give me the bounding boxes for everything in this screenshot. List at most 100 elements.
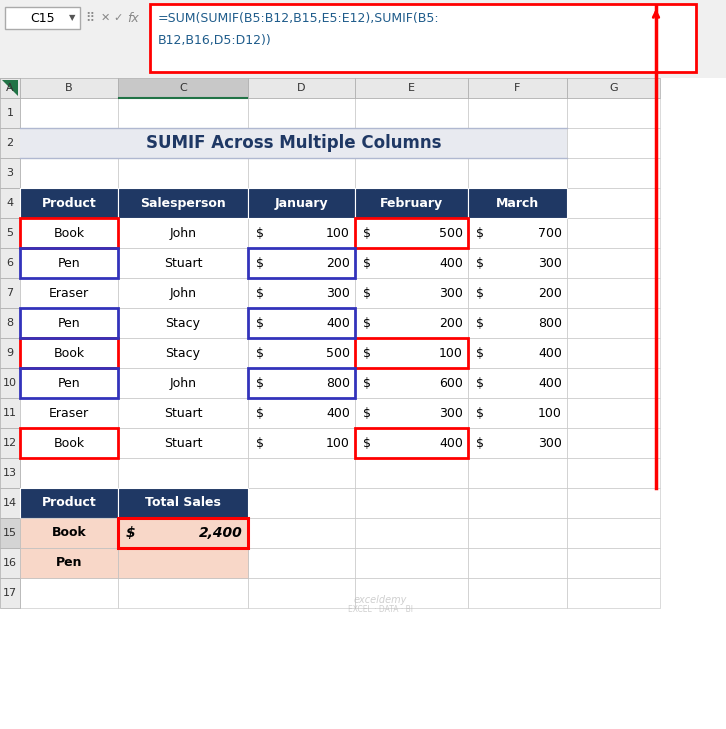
Bar [468, 398, 567, 428]
Text: 300: 300 [439, 407, 463, 419]
Text: 10: 10 [3, 378, 17, 388]
Text: Stuart: Stuart [164, 437, 203, 450]
Bar [567, 368, 660, 398]
Bar [118, 188, 248, 218]
Text: $: $ [256, 346, 264, 359]
Bar [355, 428, 468, 458]
Text: C: C [179, 83, 187, 93]
Text: 4: 4 [7, 198, 14, 208]
Text: 300: 300 [538, 437, 562, 450]
Bar [118, 428, 248, 458]
Bar [567, 488, 660, 518]
Bar [248, 308, 355, 338]
Bar [355, 218, 468, 248]
Bar [20, 518, 118, 548]
Text: B: B [65, 83, 73, 93]
Bar [248, 368, 355, 398]
Bar [118, 248, 248, 278]
Bar [355, 308, 468, 338]
Bar [0, 78, 726, 729]
Text: 300: 300 [538, 257, 562, 270]
Text: Product: Product [41, 197, 97, 209]
Text: $: $ [476, 346, 484, 359]
Text: ✓: ✓ [113, 13, 123, 23]
Bar [20, 218, 118, 248]
Bar [20, 338, 118, 368]
Text: A: A [7, 83, 14, 93]
Text: 9: 9 [7, 348, 14, 358]
Text: February: February [380, 197, 443, 209]
Text: 13: 13 [3, 468, 17, 478]
Bar [248, 308, 355, 338]
Bar [248, 518, 355, 548]
Bar [20, 278, 118, 308]
Bar [248, 398, 355, 428]
Text: 200: 200 [439, 316, 463, 330]
Bar [20, 548, 118, 578]
Bar [355, 578, 468, 608]
Bar [355, 218, 468, 248]
Bar [567, 578, 660, 608]
Bar [567, 398, 660, 428]
Text: 15: 15 [3, 528, 17, 538]
Bar [355, 218, 468, 248]
Bar [355, 428, 468, 458]
Bar [248, 368, 355, 398]
Bar [468, 518, 567, 548]
Text: SUMIF Across Multiple Columns: SUMIF Across Multiple Columns [146, 134, 441, 152]
Text: $: $ [256, 376, 264, 389]
Bar [118, 398, 248, 428]
Bar [248, 128, 355, 158]
Bar [118, 518, 248, 548]
Bar [567, 308, 660, 338]
Bar [567, 248, 660, 278]
Text: 800: 800 [326, 376, 350, 389]
Text: John: John [169, 227, 197, 240]
Bar [567, 278, 660, 308]
Bar [567, 518, 660, 548]
Bar [118, 578, 248, 608]
Text: Pen: Pen [57, 376, 81, 389]
Text: Book: Book [54, 227, 84, 240]
Bar [468, 78, 567, 98]
Bar [118, 188, 248, 218]
Text: 3: 3 [7, 168, 14, 178]
Bar [118, 98, 248, 128]
Bar [248, 398, 355, 428]
Text: B12,B16,D5:D12)): B12,B16,D5:D12)) [158, 34, 272, 47]
Bar [20, 248, 118, 278]
Bar [248, 218, 355, 248]
Text: ▼: ▼ [69, 14, 76, 23]
Text: 100: 100 [326, 227, 350, 240]
Bar [20, 98, 118, 128]
Bar [468, 428, 567, 458]
Text: $: $ [256, 437, 264, 450]
Text: March: March [496, 197, 539, 209]
Text: Product: Product [41, 496, 97, 510]
Bar [118, 428, 248, 458]
Bar [355, 338, 468, 368]
Bar [468, 368, 567, 398]
Bar [118, 78, 248, 98]
Bar [20, 368, 118, 398]
Bar [0, 98, 20, 128]
Bar [0, 518, 20, 548]
Bar [118, 488, 248, 518]
Text: $: $ [476, 437, 484, 450]
Bar [118, 518, 248, 548]
Bar [248, 458, 355, 488]
Bar [118, 548, 248, 578]
Bar [20, 128, 118, 158]
Text: fx: fx [127, 12, 139, 25]
Bar [355, 188, 468, 218]
Text: 400: 400 [538, 376, 562, 389]
Text: 400: 400 [326, 407, 350, 419]
Bar [468, 278, 567, 308]
Bar [468, 578, 567, 608]
Text: $: $ [476, 407, 484, 419]
Text: Eraser: Eraser [49, 407, 89, 419]
Bar [468, 248, 567, 278]
Bar [20, 488, 118, 518]
Text: 300: 300 [326, 286, 350, 300]
Bar [0, 548, 20, 578]
